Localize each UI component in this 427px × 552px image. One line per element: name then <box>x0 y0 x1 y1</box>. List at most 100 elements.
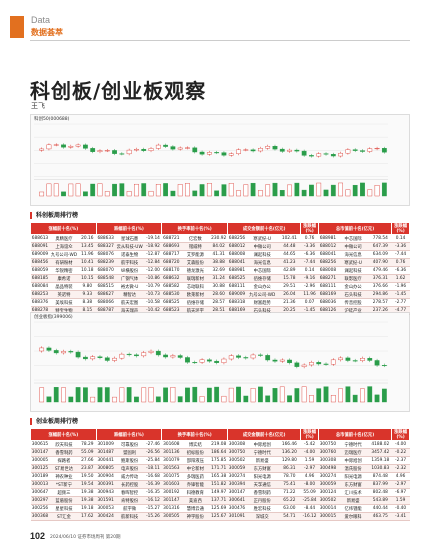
table-cell: 688548 <box>96 274 116 283</box>
candle-body <box>287 149 292 152</box>
candle-body <box>119 353 125 359</box>
column-header: 涨幅前十名(%) <box>30 222 97 235</box>
column-header: 换手率前十名(%) <box>161 222 228 235</box>
table-cell: 301563 <box>161 464 181 473</box>
candle-body <box>352 360 358 362</box>
table-cell: 688721 <box>161 234 181 243</box>
table-cell: 0.07 <box>300 298 319 307</box>
candle-body <box>367 358 373 361</box>
table-cell: 31.24 <box>209 274 228 283</box>
table-cell: 688530 <box>161 290 181 299</box>
table-cell: 55.09 <box>78 448 97 457</box>
volume-bar <box>206 183 212 197</box>
table-cell: ST汇金 <box>49 512 79 521</box>
table-cell: 中微公司 <box>337 242 369 251</box>
table-cell: 航新科技 <box>115 512 145 521</box>
table-cell: 63.00 <box>278 504 301 513</box>
volume-bar <box>279 386 285 403</box>
table-cell: 300943 <box>96 488 116 497</box>
table-cell: 175.85 <box>209 456 228 465</box>
candle-body <box>258 354 263 356</box>
candle-body <box>338 357 343 361</box>
candle-body <box>228 153 234 156</box>
table-cell: 300192 <box>161 488 181 497</box>
volume-bar <box>272 182 278 197</box>
table-cell: 寒武纪-U <box>337 258 369 267</box>
table-cell: 中际旭创 <box>246 440 278 449</box>
table-cell: ST易世达 <box>49 464 79 473</box>
candle-body <box>126 353 132 356</box>
candle-body <box>258 148 263 152</box>
volume-bar <box>112 183 117 197</box>
table-cell: 芯动联科 <box>180 282 210 291</box>
table-cell: 125.67 <box>209 512 228 521</box>
table-cell: 688111 <box>227 282 247 291</box>
table-cell: 688256 <box>318 258 338 267</box>
volume-bar <box>265 395 271 403</box>
volume-bar <box>61 387 66 403</box>
table-cell: 13.45 <box>78 242 97 251</box>
table-cell: 300394 <box>227 480 247 489</box>
table-cell: 澜起科技 <box>337 266 369 275</box>
table-cell: -25.84 <box>300 496 319 505</box>
volume-bar <box>192 190 198 197</box>
candle-body <box>177 147 183 150</box>
candle-body <box>265 145 271 149</box>
header-row: 涨幅前十名(%) 跌幅前十名(%) 换手率前十名(%) 成交金额前十名(亿元) 涨跌幅(… <box>30 428 410 441</box>
table-row: 300297 蓝盾股份 19.38 301591 肯特股份 -16.12 301147 美迪西… <box>30 496 410 505</box>
candle-body <box>206 359 212 362</box>
table-cell: 中芯国际 <box>337 234 369 243</box>
table-cell: 689009 <box>227 290 247 299</box>
volume-bar <box>309 395 314 403</box>
table-cell: 1.59 <box>300 456 319 465</box>
volume-bar <box>330 184 336 197</box>
table-cell: 301136 <box>161 448 181 457</box>
volume-bar <box>352 394 358 403</box>
table-cell: 71.22 <box>278 488 301 497</box>
table-cell: 300059 <box>318 480 338 489</box>
candle-body <box>330 359 336 365</box>
table-cell: 宁德时代 <box>337 440 369 449</box>
candle-body <box>309 362 314 366</box>
candle-body <box>185 147 190 149</box>
table-cell: 中芯国际 <box>246 266 278 275</box>
table-caption: 创业板周排行榜 <box>30 418 78 425</box>
table-cell: 300013 <box>30 480 50 489</box>
candle-body <box>381 148 387 153</box>
table-cell: -3.36 <box>391 242 410 251</box>
candle-body <box>316 362 322 365</box>
table-cell: 688981 <box>318 234 338 243</box>
table-cell: 688253 <box>30 290 50 299</box>
table-cell: 23.87 <box>78 464 97 473</box>
candle-body <box>53 144 59 146</box>
table-row: 300005 探路者 27.66 300441 鲍斯股份 -25.84 301079 邵阳液压… <box>30 456 410 465</box>
table-cell: 正丹股份 <box>246 496 278 505</box>
candle-body <box>104 150 110 152</box>
candle-body <box>61 144 66 148</box>
table-cell: -8.44 <box>300 504 319 513</box>
chart-label: 创业板指(399006) <box>34 313 73 320</box>
candle-body <box>192 362 198 364</box>
market-chart: 创业板指(399006) <box>30 312 410 412</box>
table-cell: 688613 <box>30 234 50 243</box>
volume-bar <box>90 183 96 197</box>
table-row: 300615 欣天科技 78.29 301009 可靠股份 -27.46 301608 博实结… <box>30 440 410 449</box>
volume-bar <box>287 184 292 197</box>
table-cell: 688041 <box>318 250 338 259</box>
column-header: 涨跌幅(%) <box>300 222 319 235</box>
table-cell: 8.38 <box>78 298 97 307</box>
table-cell: -12.87 <box>144 250 162 259</box>
table-cell: 688059 <box>30 266 50 275</box>
candle-body <box>90 148 96 152</box>
volume-bar <box>236 386 241 403</box>
table-cell: 中仑新材 <box>180 464 210 473</box>
candle-body <box>214 152 220 154</box>
candle-body <box>39 148 45 151</box>
table-cell: 星星科技 <box>49 504 79 513</box>
candle-body <box>97 356 103 358</box>
column-header: 跌幅前十名(%) <box>95 428 163 441</box>
table-cell: 云从科技-UW <box>115 242 145 251</box>
table-cell: 裕太微-U <box>115 282 145 291</box>
section-cn: 数据荟萃 <box>31 28 63 37</box>
table-cell: -1.96 <box>391 282 410 291</box>
